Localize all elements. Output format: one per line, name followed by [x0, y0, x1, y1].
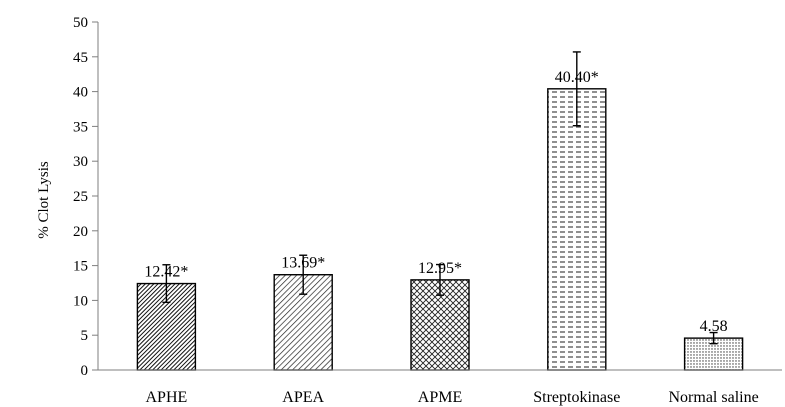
bars: 12.42* 13.69* 12.95* 40.40* 4.58 — [136, 51, 744, 371]
y-tick-label: 25 — [73, 189, 88, 205]
data-label: 40.40* — [555, 69, 599, 86]
x-category-label: APME — [418, 389, 462, 406]
data-label: 13.69* — [281, 255, 325, 272]
y-tick-label: 40 — [73, 85, 88, 101]
y-tick-label: 50 — [73, 15, 88, 31]
y-tick-label: 0 — [81, 363, 89, 379]
y-tick-label: 15 — [73, 259, 88, 275]
x-category-label: Streptokinase — [533, 389, 620, 406]
y-tick-label: 30 — [73, 154, 88, 170]
x-category-label: APEA — [282, 389, 324, 406]
y-axis: 0 5 10 15 20 25 30 35 40 45 50 — [73, 15, 99, 379]
bar-streptokinase — [547, 88, 607, 371]
y-tick-label: 45 — [73, 50, 88, 66]
y-tick-label: 10 — [73, 293, 88, 309]
y-tick-label: 35 — [73, 119, 88, 135]
data-label: 4.58 — [700, 318, 728, 335]
data-label: 12.95* — [418, 260, 462, 277]
x-axis: APHE APEA APME Streptokinase Normal saline — [98, 369, 782, 406]
data-label: 12.42* — [144, 264, 188, 281]
y-tick-label: 20 — [73, 224, 88, 240]
x-category-label: Normal saline — [668, 389, 758, 406]
x-category-label: APHE — [146, 389, 188, 406]
y-tick-label: 5 — [81, 328, 89, 344]
y-axis-title: % Clot Lysis — [36, 161, 52, 239]
